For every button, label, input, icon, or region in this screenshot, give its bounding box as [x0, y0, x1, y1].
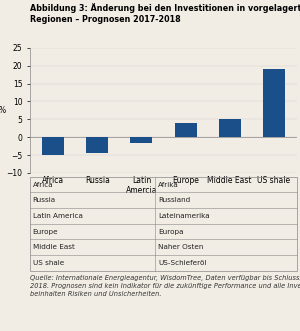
Text: Russland: Russland	[158, 197, 190, 203]
Text: Afrika: Afrika	[158, 182, 179, 188]
Text: Latin America: Latin America	[33, 213, 83, 219]
Text: Russia: Russia	[33, 197, 56, 203]
Text: Abbildung 3: Änderung bei den Investitionen in vorgelagerte Bereiche nach ausgew: Abbildung 3: Änderung bei den Investitio…	[30, 3, 300, 24]
Bar	[86, 137, 108, 153]
Text: US-Schieferöl: US-Schieferöl	[158, 260, 206, 266]
Text: Europa: Europa	[158, 228, 184, 235]
Text: US shale: US shale	[33, 260, 64, 266]
Text: Quelle: Internationale Energieagentur, WisdomTree, Daten verfügbar bis Schlussku: Quelle: Internationale Energieagentur, W…	[30, 274, 300, 297]
Bar	[219, 119, 241, 137]
Y-axis label: %: %	[0, 106, 6, 115]
Text: Lateinamerika: Lateinamerika	[158, 213, 210, 219]
Text: Europe: Europe	[33, 228, 58, 235]
Text: Middle East: Middle East	[33, 244, 74, 250]
Bar	[263, 69, 285, 137]
Bar	[42, 137, 64, 155]
Text: Africa: Africa	[33, 182, 53, 188]
Bar	[175, 123, 196, 137]
Bar	[130, 137, 152, 143]
Text: Naher Osten: Naher Osten	[158, 244, 203, 250]
